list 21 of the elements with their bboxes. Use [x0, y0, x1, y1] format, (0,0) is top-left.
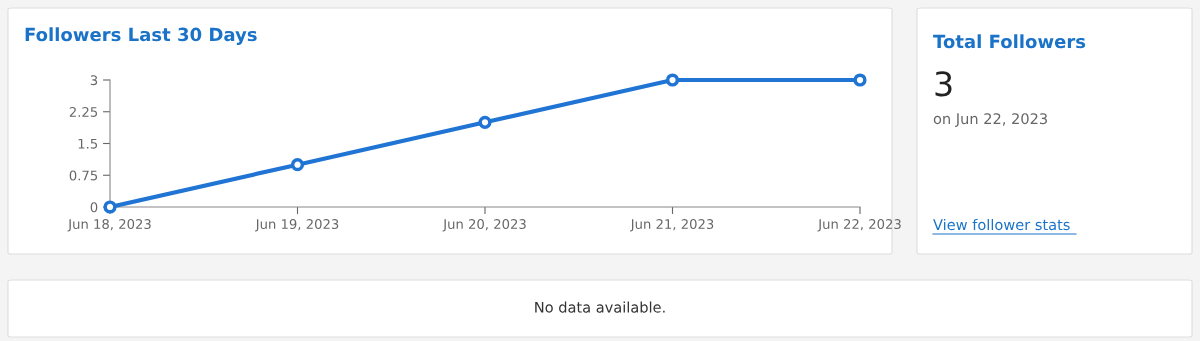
y-tick-label: 2.25 [69, 106, 98, 117]
x-tick-label: Jun 21, 2023 [630, 219, 714, 232]
point [478, 115, 492, 129]
text: No data available. [535, 301, 665, 313]
chart-title: Followers Last 30 Days [25, 27, 257, 45]
point [103, 200, 117, 214]
text: on Jun 22, 2023 [933, 113, 1047, 127]
point [853, 73, 867, 87]
y-tick-label: 3 [90, 75, 98, 86]
point [290, 158, 305, 172]
x-tick-label: Jun 22, 2023 [817, 219, 901, 232]
x-tick-label: Jun 18, 2023 [67, 219, 151, 232]
text: Total Followers [933, 34, 1086, 49]
point [665, 73, 680, 87]
y-tick-label: 0.75 [69, 170, 98, 181]
y-tick-label: 0 [90, 202, 98, 213]
text: 3 [935, 71, 952, 97]
x-tick-label: Jun 19, 2023 [255, 219, 339, 232]
y-tick-label: 1.5 [78, 138, 98, 149]
text: View follower stats [933, 218, 1070, 231]
x-tick-label: Jun 20, 2023 [442, 219, 526, 232]
